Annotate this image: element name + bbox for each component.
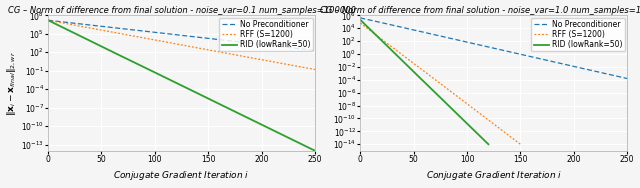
RFF (S=1200) xyxy=(435,81,442,83)
Line: No Preconditioner: No Preconditioner xyxy=(360,18,627,79)
Line: RFF (S=1200): RFF (S=1200) xyxy=(360,23,520,144)
Legend: No Preconditioner, RFF (S=1200), RID (lowRank=50): No Preconditioner, RFF (S=1200), RID (lo… xyxy=(220,18,313,52)
No Preconditioner xyxy=(518,53,525,56)
X-axis label: Conjugate Gradient Iteration $i$: Conjugate Gradient Iteration $i$ xyxy=(113,169,250,182)
No Preconditioner xyxy=(356,17,364,19)
RID (lowRank=50) xyxy=(443,103,451,105)
No Preconditioner xyxy=(478,44,486,47)
No Preconditioner xyxy=(537,58,545,60)
RFF (S=1200) xyxy=(44,19,52,21)
RID (lowRank=50) xyxy=(411,72,419,74)
RID (lowRank=50) xyxy=(245,117,253,120)
Line: No Preconditioner: No Preconditioner xyxy=(48,20,315,50)
RID (lowRank=50) xyxy=(476,135,484,137)
Line: RID (lowRank=50): RID (lowRank=50) xyxy=(360,20,488,144)
RID (lowRank=50) xyxy=(202,96,210,99)
No Preconditioner xyxy=(623,77,631,80)
Title: CG – Norm of difference from final solution - noise_var=1.0 num_samples=100000: CG – Norm of difference from final solut… xyxy=(320,6,640,14)
RID (lowRank=50) xyxy=(387,48,394,50)
No Preconditioner xyxy=(202,37,210,39)
RFF (S=1200) xyxy=(413,65,420,67)
No Preconditioner xyxy=(557,62,565,65)
RFF (S=1200) xyxy=(454,95,461,98)
RID (lowRank=50) xyxy=(311,150,319,152)
RFF (S=1200) xyxy=(149,39,157,41)
No Preconditioner xyxy=(225,39,232,42)
RFF (S=1200) xyxy=(166,42,173,44)
No Preconditioner xyxy=(461,40,468,43)
RID (lowRank=50) xyxy=(436,96,444,99)
RFF (S=1200) xyxy=(513,141,521,143)
RFF (S=1200) xyxy=(468,107,476,109)
RFF (S=1200) xyxy=(458,99,465,101)
No Preconditioner xyxy=(44,19,52,21)
RID (lowRank=50) xyxy=(484,143,492,145)
X-axis label: Conjugate Gradient Iteration $i$: Conjugate Gradient Iteration $i$ xyxy=(426,169,562,182)
No Preconditioner xyxy=(311,49,319,52)
RFF (S=1200) xyxy=(245,56,253,58)
RFF (S=1200) xyxy=(311,68,319,71)
RFF (S=1200) xyxy=(516,143,524,145)
Y-axis label: $\|\mathbf{x}_i - \mathbf{x}_{final}\|_{2,wr}$: $\|\mathbf{x}_i - \mathbf{x}_{final}\|_{… xyxy=(6,51,19,116)
No Preconditioner xyxy=(149,31,157,33)
RID (lowRank=50) xyxy=(205,98,213,100)
RFF (S=1200) xyxy=(225,52,232,55)
RID (lowRank=50) xyxy=(44,19,52,21)
Legend: No Preconditioner, RFF (S=1200), RID (lowRank=50): No Preconditioner, RFF (S=1200), RID (lo… xyxy=(531,18,625,52)
RID (lowRank=50) xyxy=(166,79,173,81)
Title: CG – Norm of difference from final solution - noise_var=0.1 num_samples=100000: CG – Norm of difference from final solut… xyxy=(8,6,356,14)
RID (lowRank=50) xyxy=(369,31,377,33)
RID (lowRank=50) xyxy=(225,107,232,110)
No Preconditioner xyxy=(205,37,213,40)
No Preconditioner xyxy=(515,53,522,55)
RFF (S=1200) xyxy=(202,48,210,51)
Line: RID (lowRank=50): RID (lowRank=50) xyxy=(48,20,315,151)
RID (lowRank=50) xyxy=(356,19,364,21)
RID (lowRank=50) xyxy=(149,70,157,73)
RFF (S=1200) xyxy=(205,49,213,51)
Line: RFF (S=1200): RFF (S=1200) xyxy=(48,20,315,70)
RFF (S=1200) xyxy=(356,22,364,24)
No Preconditioner xyxy=(245,42,253,44)
No Preconditioner xyxy=(166,33,173,35)
